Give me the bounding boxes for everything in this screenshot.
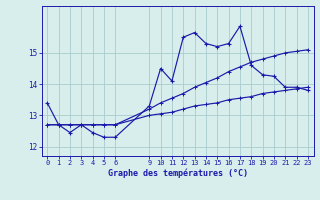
X-axis label: Graphe des températures (°C): Graphe des températures (°C): [108, 169, 248, 178]
